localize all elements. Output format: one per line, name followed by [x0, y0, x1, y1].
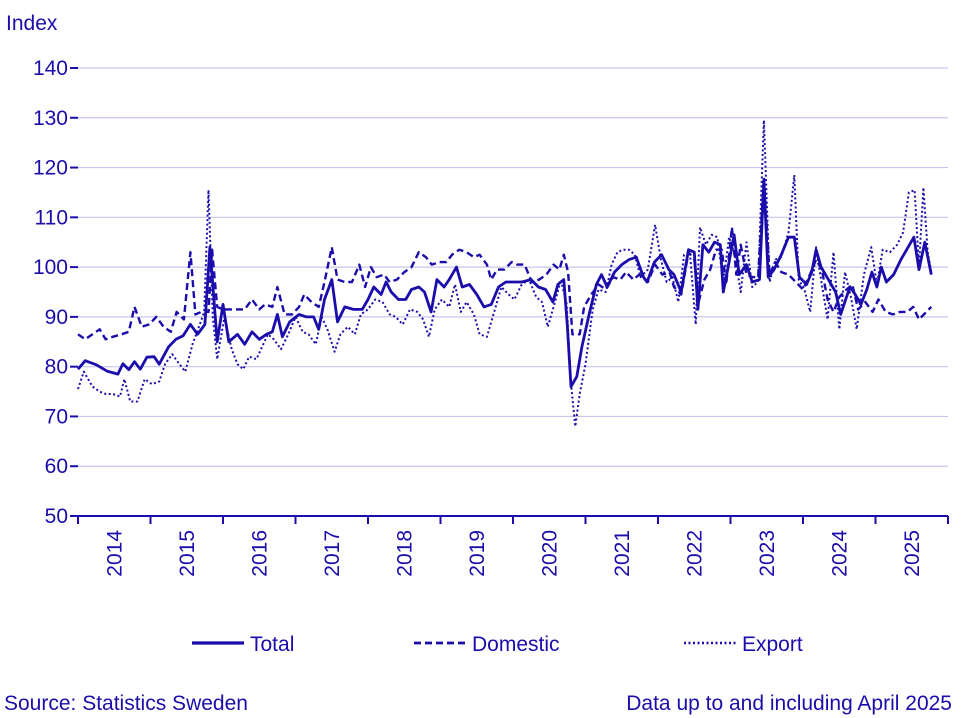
- x-tick-label: 2018: [393, 530, 416, 577]
- y-tick-label: 70: [45, 405, 68, 428]
- y-tick-label: 50: [45, 505, 68, 528]
- y-tick-label: 100: [33, 256, 68, 279]
- y-tick-label: 130: [33, 107, 68, 130]
- series-line-domestic: [77, 176, 933, 341]
- y-axis-label: Index: [6, 12, 58, 35]
- x-tick-label: 2019: [466, 530, 489, 577]
- legend-label-total: Total: [250, 633, 294, 656]
- legend: Total Domestic Export: [192, 633, 803, 656]
- x-tick-label: 2024: [828, 530, 851, 577]
- source-note: Source: Statistics Sweden: [4, 692, 248, 715]
- y-tick-labels: 50 60 70 80 90 100 110 120 130 140: [33, 57, 78, 528]
- x-tick-label: 2021: [611, 530, 634, 577]
- series-lines: [76, 119, 933, 428]
- x-tick-label: 2014: [103, 530, 126, 577]
- legend-label-export: Export: [742, 633, 803, 656]
- series-line-export: [77, 119, 933, 428]
- x-tick-label: 2020: [538, 530, 561, 577]
- data-coverage-note: Data up to and including April 2025: [626, 692, 952, 715]
- y-tick-label: 120: [33, 157, 68, 180]
- x-tick-label: 2015: [176, 530, 199, 577]
- x-tick-label: 2023: [756, 530, 779, 577]
- y-tick-label: 110: [35, 206, 68, 229]
- x-tick-label: 2022: [683, 530, 706, 577]
- y-tick-label: 90: [45, 306, 68, 329]
- y-tick-label: 140: [33, 57, 68, 80]
- x-tick-label: 2017: [321, 530, 344, 577]
- y-tick-label: 80: [45, 356, 68, 379]
- y-tick-label: 60: [45, 455, 68, 478]
- x-tick-labels: 2014 2015 2016 2017 2018 2019 2020 2021 2022 2023…: [77, 516, 949, 577]
- legend-label-domestic: Domestic: [472, 633, 560, 656]
- x-tick-label: 2025: [901, 530, 924, 577]
- gridlines: [78, 67, 948, 467]
- x-tick-label: 2016: [248, 530, 271, 577]
